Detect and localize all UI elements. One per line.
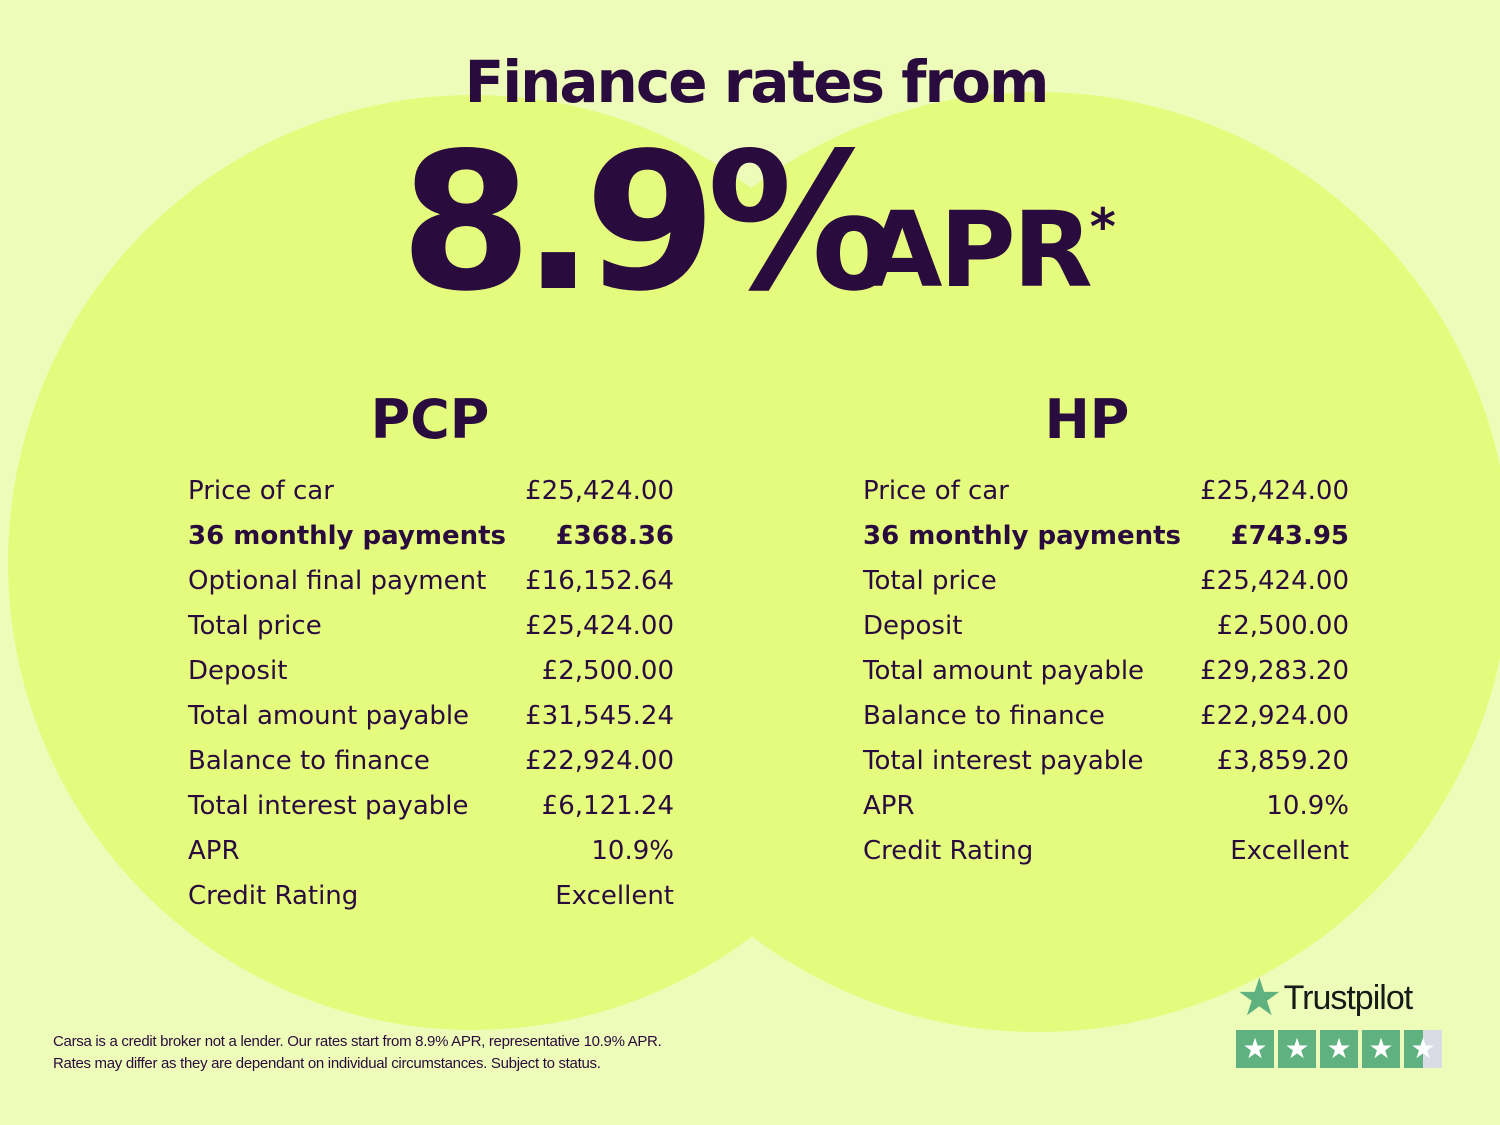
row-label: Price of car: [863, 476, 1009, 506]
background-circle-right: [565, 92, 1500, 1032]
table-row: 36 monthly payments £368.36: [188, 515, 674, 560]
pcp-title: PCP: [370, 388, 490, 451]
table-row: Balance to finance £22,924.00: [863, 695, 1349, 740]
trustpilot-badge: ★ Trustpilot ★ ★ ★ ★ ★: [1236, 972, 1446, 1068]
row-label: Credit Rating: [863, 836, 1034, 866]
pcp-table: Price of car £25,424.00 36 monthly payment…: [188, 470, 674, 920]
table-row: Price of car £25,424.00: [188, 470, 674, 515]
row-value: £2,500.00: [541, 656, 674, 686]
row-label: Total interest payable: [863, 746, 1144, 776]
row-value: £25,424.00: [525, 476, 674, 506]
headline-rate: 8.9%: [400, 112, 897, 333]
row-label: APR: [863, 791, 915, 821]
row-label: Total amount payable: [863, 656, 1145, 686]
row-label: Total amount payable: [188, 701, 470, 731]
table-row: Total price £25,424.00: [863, 560, 1349, 605]
rating-star-icon: ★: [1404, 1030, 1442, 1068]
row-label: Total price: [863, 566, 997, 596]
row-label: Balance to finance: [188, 746, 430, 776]
hp-table: Price of car £25,424.00 36 monthly payment…: [863, 470, 1349, 875]
row-value: 10.9%: [1266, 791, 1349, 821]
headline-apr: APR*: [862, 198, 1116, 302]
row-value: £25,424.00: [1200, 476, 1349, 506]
table-row: Total price £25,424.00: [188, 605, 674, 650]
row-label: Price of car: [188, 476, 334, 506]
star-icon: ★: [1236, 969, 1283, 1027]
table-row: Deposit £2,500.00: [188, 650, 674, 695]
row-label: Balance to finance: [863, 701, 1105, 731]
disclaimer: Carsa is a credit broker not a lender. O…: [53, 1031, 662, 1075]
row-value: £368.36: [555, 521, 674, 551]
row-value: £16,152.64: [525, 566, 674, 596]
row-value: £22,924.00: [525, 746, 674, 776]
table-row: Total amount payable £31,545.24: [188, 695, 674, 740]
row-label: 36 monthly payments: [863, 521, 1181, 551]
row-value: £31,545.24: [525, 701, 674, 731]
hp-title: HP: [1044, 388, 1130, 451]
table-row: APR 10.9%: [863, 785, 1349, 830]
headline-title: Finance rates from: [464, 48, 1050, 116]
row-value: Excellent: [1230, 836, 1349, 866]
table-row: Total interest payable £3,859.20: [863, 740, 1349, 785]
row-value: £3,859.20: [1216, 746, 1349, 776]
table-row: Credit Rating Excellent: [188, 875, 674, 920]
asterisk: *: [1089, 198, 1116, 256]
row-label: Deposit: [863, 611, 963, 641]
table-row: Deposit £2,500.00: [863, 605, 1349, 650]
row-value: £25,424.00: [525, 611, 674, 641]
table-row: Total interest payable £6,121.24: [188, 785, 674, 830]
row-value: £743.95: [1230, 521, 1349, 551]
row-value: £22,924.00: [1200, 701, 1349, 731]
table-row: Optional final payment £16,152.64: [188, 560, 674, 605]
disclaimer-line-1: Carsa is a credit broker not a lender. O…: [53, 1033, 662, 1050]
row-value: £29,283.20: [1200, 656, 1349, 686]
row-value: £25,424.00: [1200, 566, 1349, 596]
rating-star-icon: ★: [1320, 1030, 1358, 1068]
trustpilot-logo: ★ Trustpilot: [1236, 972, 1446, 1024]
table-row: APR 10.9%: [188, 830, 674, 875]
table-row: Total amount payable £29,283.20: [863, 650, 1349, 695]
row-label: Credit Rating: [188, 881, 359, 911]
rating-star-icon: ★: [1362, 1030, 1400, 1068]
row-label: Optional final payment: [188, 566, 487, 596]
row-label: Deposit: [188, 656, 288, 686]
table-row: 36 monthly payments £743.95: [863, 515, 1349, 560]
row-value: 10.9%: [591, 836, 674, 866]
row-label: 36 monthly payments: [188, 521, 506, 551]
table-row: Price of car £25,424.00: [863, 470, 1349, 515]
row-value: £6,121.24: [541, 791, 674, 821]
rating-star-icon: ★: [1278, 1030, 1316, 1068]
apr-label: APR: [862, 189, 1093, 311]
row-value: £2,500.00: [1216, 611, 1349, 641]
row-label: APR: [188, 836, 240, 866]
table-row: Credit Rating Excellent: [863, 830, 1349, 875]
rating-star-icon: ★: [1236, 1030, 1274, 1068]
trustpilot-rating: ★ ★ ★ ★ ★: [1236, 1030, 1446, 1068]
row-label: Total price: [188, 611, 322, 641]
trustpilot-brand: Trustpilot: [1283, 978, 1414, 1017]
table-row: Balance to finance £22,924.00: [188, 740, 674, 785]
row-value: Excellent: [555, 881, 674, 911]
row-label: Total interest payable: [188, 791, 469, 821]
disclaimer-line-2: Rates may differ as they are dependant o…: [53, 1055, 601, 1072]
